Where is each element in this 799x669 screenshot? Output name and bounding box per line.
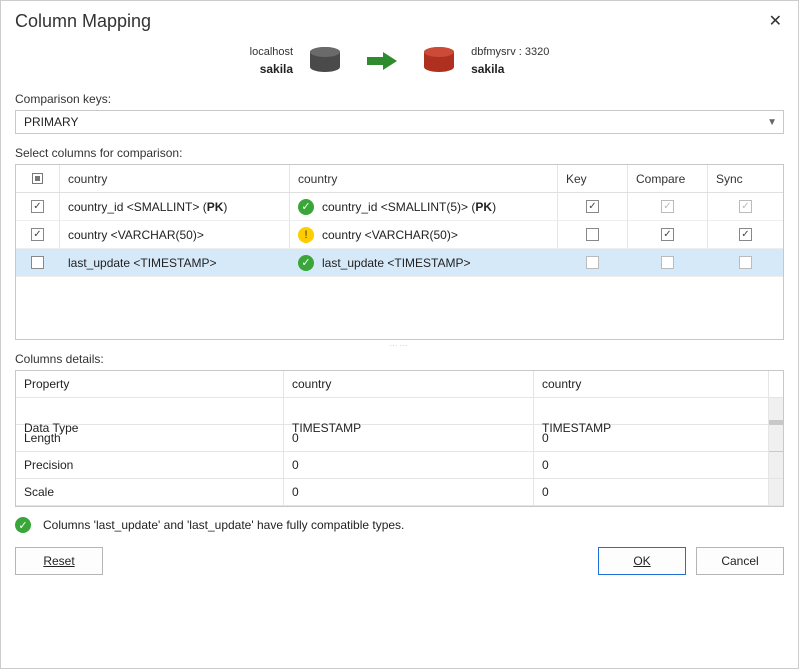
close-icon[interactable]: ✕ (765, 11, 786, 31)
details-source-value: 0 (284, 425, 534, 451)
table-row[interactable]: country_id <SMALLINT> (PK)✓country_id <S… (16, 193, 783, 221)
sync-checkbox[interactable] (708, 221, 783, 248)
target-column-cell: !country <VARCHAR(50)> (290, 221, 558, 248)
compare-checkbox[interactable] (628, 249, 708, 276)
target-column-cell: ✓last_update <TIMESTAMP> (290, 249, 558, 276)
header-source[interactable]: country (60, 165, 290, 192)
scrollbar[interactable] (769, 452, 783, 478)
splitter-handle[interactable]: ⋯⋯ (1, 340, 798, 350)
key-checkbox[interactable] (558, 193, 628, 220)
header-key[interactable]: Key (558, 165, 628, 192)
compare-checkbox[interactable] (628, 193, 708, 220)
checkbox-icon (586, 200, 599, 213)
header-compare[interactable]: Compare (628, 165, 708, 192)
arrow-right-icon (365, 52, 399, 70)
source-connection: localhost sakila (250, 46, 343, 76)
status-message: Columns 'last_update' and 'last_update' … (43, 518, 404, 532)
checkbox-icon (586, 256, 599, 269)
checkbox-icon (739, 256, 752, 269)
select-columns-label: Select columns for comparison: (1, 144, 798, 164)
header-checkbox-cell[interactable] (16, 165, 60, 192)
details-source-value: 0 (284, 452, 534, 478)
status-line: ✓ Columns 'last_update' and 'last_update… (1, 507, 798, 541)
checkbox-icon (661, 200, 674, 213)
target-schema: sakila (471, 62, 504, 76)
chevron-down-icon: ▼ (767, 117, 777, 128)
tristate-checkbox-icon (32, 173, 43, 184)
check-circle-icon: ✓ (298, 199, 314, 215)
check-circle-icon: ✓ (298, 255, 314, 271)
compare-checkbox[interactable] (628, 221, 708, 248)
cancel-button[interactable]: Cancel (696, 547, 784, 575)
header-target[interactable]: country (290, 165, 558, 192)
checkbox-icon (661, 256, 674, 269)
source-host: localhost (250, 46, 293, 58)
details-target-value: 0 (534, 479, 769, 505)
key-checkbox[interactable] (558, 221, 628, 248)
checkbox-icon (586, 228, 599, 241)
sync-checkbox[interactable] (708, 193, 783, 220)
details-header: Property country country (16, 371, 783, 398)
details-label: Columns details: (15, 350, 784, 370)
columns-grid: country country Key Compare Sync country… (15, 164, 784, 340)
details-target-value: 0 (534, 425, 769, 451)
scrollbar[interactable] (769, 479, 783, 505)
details-row: Scale00 (16, 479, 783, 506)
grid-empty-area (16, 277, 783, 339)
database-icon (421, 46, 457, 76)
details-row: Data TypeTIMESTAMPTIMESTAMP (16, 398, 783, 425)
key-checkbox[interactable] (558, 249, 628, 276)
comparison-keys-value: PRIMARY (24, 115, 78, 129)
checkbox-icon (661, 228, 674, 241)
dialog-footer: Reset OK Cancel (1, 541, 798, 589)
columns-grid-header: country country Key Compare Sync (16, 165, 783, 193)
column-mapping-dialog: Column Mapping ✕ localhost sakila (1, 1, 798, 668)
header-sync[interactable]: Sync (708, 165, 783, 192)
database-icon (307, 46, 343, 76)
details-property: Length (16, 425, 284, 451)
details-target-value: 0 (534, 452, 769, 478)
row-checkbox-cell[interactable] (16, 249, 60, 276)
connection-diagram: localhost sakila dbfmysrv : 3320 sakila (1, 38, 798, 90)
titlebar: Column Mapping ✕ (1, 1, 798, 38)
checkbox-icon (739, 228, 752, 241)
scrollbar[interactable] (769, 425, 783, 451)
details-header-target[interactable]: country (534, 371, 769, 397)
details-row: Length00 (16, 425, 783, 452)
details-header-property[interactable]: Property (16, 371, 284, 397)
details-scrollbar-spacer (769, 371, 783, 397)
table-row[interactable]: country <VARCHAR(50)>!country <VARCHAR(5… (16, 221, 783, 249)
details-property: Precision (16, 452, 284, 478)
target-host: dbfmysrv : 3320 (471, 46, 549, 58)
details-section: Columns details: Property country countr… (15, 350, 784, 507)
checkbox-icon (31, 256, 44, 269)
checkbox-icon (31, 228, 44, 241)
details-source-value: 0 (284, 479, 534, 505)
row-checkbox-cell[interactable] (16, 221, 60, 248)
reset-button[interactable]: Reset (15, 547, 103, 575)
row-checkbox-cell[interactable] (16, 193, 60, 220)
source-schema: sakila (260, 62, 293, 76)
details-grid: Property country country Data TypeTIMEST… (15, 370, 784, 507)
source-column-cell: last_update <TIMESTAMP> (60, 249, 290, 276)
details-header-source[interactable]: country (284, 371, 534, 397)
comparison-keys-dropdown[interactable]: PRIMARY ▼ (15, 110, 784, 134)
warning-icon: ! (298, 227, 314, 243)
checkbox-icon (739, 200, 752, 213)
sync-checkbox[interactable] (708, 249, 783, 276)
source-column-cell: country <VARCHAR(50)> (60, 221, 290, 248)
comparison-keys-label: Comparison keys: (1, 90, 798, 110)
details-property: Scale (16, 479, 284, 505)
check-circle-icon: ✓ (15, 517, 31, 533)
table-row[interactable]: last_update <TIMESTAMP>✓last_update <TIM… (16, 249, 783, 277)
source-column-cell: country_id <SMALLINT> (PK) (60, 193, 290, 220)
dialog-title: Column Mapping (15, 11, 151, 32)
checkbox-icon (31, 200, 44, 213)
details-row: Precision00 (16, 452, 783, 479)
ok-button[interactable]: OK (598, 547, 686, 575)
target-column-cell: ✓country_id <SMALLINT(5)> (PK) (290, 193, 558, 220)
target-connection: dbfmysrv : 3320 sakila (421, 46, 549, 76)
